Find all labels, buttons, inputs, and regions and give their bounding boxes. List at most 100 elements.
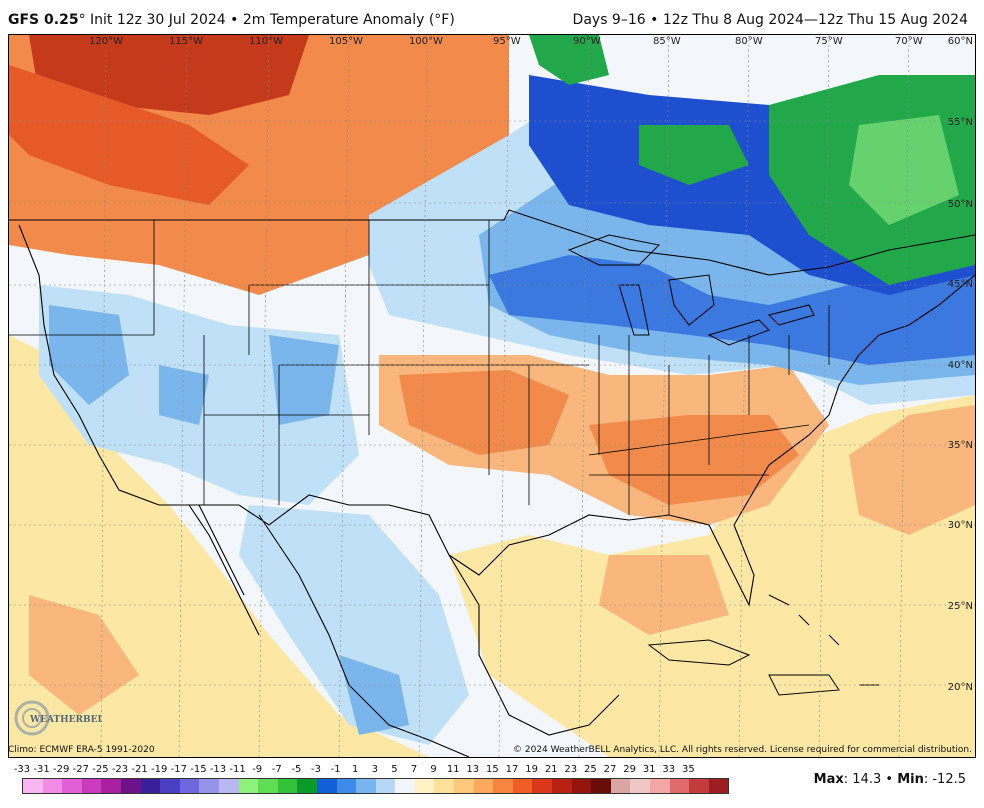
colorbar-swatch — [62, 779, 82, 793]
great-lakes — [567, 234, 815, 346]
colorbar-label: 25 — [584, 764, 597, 775]
colorbar-swatch — [140, 779, 161, 793]
colorbar-label: -17 — [170, 764, 187, 775]
model-name: GFS 0.25 — [8, 12, 79, 28]
colorbar-swatch — [160, 779, 180, 793]
colorbar-swatch — [552, 779, 572, 793]
colorbar-swatch — [669, 779, 690, 793]
colorbar-swatch — [493, 779, 513, 793]
colorbar-swatch — [395, 779, 415, 793]
chart-header: GFS 0.25° Init 12z 30 Jul 2024 • 2m Temp… — [0, 0, 984, 34]
gulf-coast — [448, 274, 975, 607]
atlantic-mild-warm — [849, 405, 975, 535]
colorbar-swatch — [316, 779, 337, 793]
lon-tick: 85°W — [653, 36, 681, 47]
colorbar-swatch — [532, 779, 553, 793]
copyright-note: © 2024 WeatherBELL Analytics, LLC. All r… — [513, 745, 972, 755]
gulf-mild-warm — [599, 555, 729, 635]
colorbar-swatch — [708, 779, 729, 793]
colorbar-label: -7 — [271, 764, 282, 775]
colorbar-label: -21 — [131, 764, 148, 775]
colorbar-label: 3 — [371, 764, 378, 775]
colorbar-swatch — [336, 779, 357, 793]
colorbar-swatch — [630, 779, 650, 793]
climo-note: Climo: ECMWF ERA-5 1991-2020 — [8, 745, 155, 755]
colorbar-label: -29 — [53, 764, 70, 775]
colorbar-label: -15 — [190, 764, 207, 775]
lat-tick: 55°N — [948, 117, 973, 128]
lon-tick: 70°W — [895, 36, 923, 47]
lat-tick: 30°N — [948, 520, 973, 531]
colorbar-swatch — [120, 779, 141, 793]
anomaly-map: 120°W 115°W 110°W 105°W 100°W 95°W 90°W … — [8, 34, 976, 758]
borders — [9, 209, 975, 757]
lat-tick: 50°N — [948, 199, 973, 210]
colorbar-swatch — [238, 779, 259, 793]
colorbar-label: 13 — [466, 764, 480, 775]
colorbar-swatch — [571, 779, 592, 793]
ontario-green-cold — [639, 125, 749, 185]
colorbar-swatch — [610, 779, 631, 793]
colorbar-label: 9 — [430, 764, 437, 775]
colorbar-swatch — [356, 779, 376, 793]
colorbar-label: -11 — [229, 764, 246, 775]
colorbar-label: 35 — [682, 764, 695, 775]
colorbar-label: 33 — [662, 764, 676, 775]
colorbar-label: -9 — [252, 764, 263, 775]
color-legend: -33 -31 -29 -27 -25 -23 -21 -1 9 -17 -15 -13 -11 -9 -7… — [14, 764, 730, 802]
colorbar-label: -23 — [111, 764, 129, 775]
southeast-warm-core-2 — [589, 415, 799, 505]
lon-tick: 115°W — [169, 36, 203, 47]
lon-tick: 80°W — [735, 36, 763, 47]
colorbar-swatch — [414, 779, 435, 793]
stats-separator: • — [881, 772, 898, 787]
mexico-cooler-patches — [339, 655, 409, 735]
colorbar-swatch — [689, 779, 709, 793]
max-min-stats: Max: 14.3 • Min: -12.5 — [813, 772, 966, 787]
logo-graphic: WEATHERBELL — [14, 700, 111, 736]
hudson-green-cold — [529, 35, 609, 85]
weatherbell-logo: WEATHERBELL — [14, 698, 111, 738]
colorbar-label: -1 — [330, 764, 341, 775]
west-coast — [18, 224, 160, 506]
lat-tick: 35°N — [948, 440, 973, 451]
colorbar-swatches — [22, 778, 730, 794]
lat-tick: 25°N — [948, 601, 973, 612]
graticule — [9, 35, 975, 757]
lon-tick: 75°W — [815, 36, 843, 47]
great-lakes-cold-region — [489, 255, 975, 365]
colorbar-label: 15 — [486, 764, 499, 775]
colorbar-label: 19 — [525, 764, 538, 775]
northwest-hot-core — [9, 65, 249, 205]
colorbar-label: -25 — [92, 764, 109, 775]
map-svg: 120°W 115°W 110°W 105°W 100°W 95°W 90°W … — [9, 35, 975, 757]
colorbar-label: -33 — [13, 764, 31, 775]
quebec-green-light — [849, 115, 959, 225]
colorbar-label: 23 — [564, 764, 578, 775]
colorbar-label: 11 — [446, 764, 460, 775]
min-label: Min — [897, 772, 924, 787]
colorbar-swatch — [179, 779, 200, 793]
mexico-pacific-warm — [29, 595, 139, 715]
title-description: Init 12z 30 Jul 2024 • 2m Temperature An… — [85, 12, 455, 28]
colorbar-swatch — [297, 779, 317, 793]
colorbar-swatch — [23, 779, 43, 793]
lon-tick: 105°W — [329, 36, 363, 47]
colorbar-swatch — [434, 779, 455, 793]
colorbar-swatch — [512, 779, 533, 793]
colorbar-swatch — [591, 779, 611, 793]
degree-symbol: ° — [78, 12, 86, 28]
lon-tick: 110°W — [249, 36, 283, 47]
colorbar-swatch — [277, 779, 298, 793]
southeast-warm-core — [399, 370, 569, 455]
colorbar-labels: -33 -31 -29 -27 -25 -23 -21 -1 9 -17 -15 -13 -11 -9 -7… — [14, 764, 704, 778]
colorbar-label: 7 — [410, 764, 418, 775]
colorbar-label: -31 — [33, 764, 50, 775]
colorbar-swatch — [101, 779, 121, 793]
baja-peninsula — [188, 504, 260, 636]
colorbar-label: -27 — [72, 764, 89, 775]
colorbar-label: -13 — [209, 764, 227, 775]
colorbar-swatch — [473, 779, 494, 793]
max-label: Max — [813, 772, 844, 787]
lon-tick: 100°W — [409, 36, 443, 47]
